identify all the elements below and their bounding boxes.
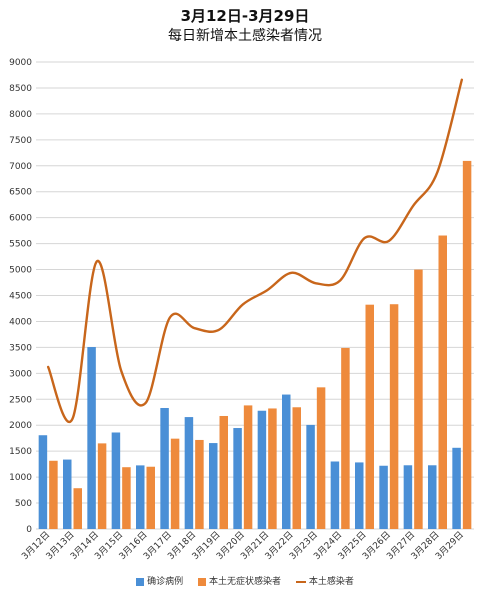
bar-asymptomatic (97, 443, 107, 529)
y-tick-label: 5500 (9, 240, 32, 250)
legend-item-total: 本土感染者 (295, 574, 354, 587)
bar-asymptomatic (243, 405, 253, 529)
legend-item-confirmed: 确诊病例 (136, 574, 183, 587)
y-tick-label: 500 (15, 499, 32, 509)
bar-asymptomatic (316, 387, 326, 529)
legend-swatch-confirmed (136, 577, 145, 586)
y-tick-label: 4000 (9, 317, 32, 327)
y-tick-label: 3000 (9, 369, 32, 379)
legend-swatch-asymptomatic (197, 577, 206, 586)
y-tick-label: 7500 (9, 136, 32, 146)
bar-asymptomatic (462, 160, 472, 530)
legend-swatch-total (295, 580, 306, 583)
bar-confirmed (111, 432, 121, 529)
legend-label-confirmed: 确诊病例 (147, 577, 184, 587)
bar-confirmed (403, 465, 413, 529)
bar-asymptomatic (268, 408, 277, 529)
bar-confirmed (136, 465, 145, 529)
y-tick-label: 4500 (9, 292, 32, 302)
legend-item-asymptomatic: 本土无症状感染者 (197, 574, 281, 587)
legend-label-total: 本土感染者 (308, 577, 354, 587)
legend: 确诊病例 本土无症状感染者 本土感染者 (0, 574, 490, 587)
bar-confirmed (38, 435, 48, 529)
bar-asymptomatic (73, 488, 82, 529)
bar-asymptomatic (170, 438, 180, 529)
bar-confirmed (87, 347, 96, 529)
y-tick-label: 6000 (9, 214, 32, 224)
bar-confirmed (330, 461, 340, 529)
y-tick-label: 9000 (9, 58, 32, 68)
y-tick-label: 6500 (9, 188, 32, 198)
chart-subtitle: 每日新增本土感染者情况 (168, 28, 322, 44)
y-tick-label: 0 (26, 525, 32, 535)
bar-confirmed (355, 462, 364, 529)
y-tick-label: 2500 (9, 395, 32, 405)
bar-confirmed (160, 407, 169, 529)
bar-asymptomatic (219, 415, 228, 529)
bar-asymptomatic (341, 347, 350, 529)
y-tick-label: 8500 (9, 84, 32, 94)
bar-asymptomatic (49, 460, 58, 529)
y-tick-label: 1000 (9, 473, 32, 483)
bar-confirmed (209, 443, 218, 529)
y-tick-label: 5000 (9, 266, 32, 276)
y-tick-label: 1500 (9, 447, 32, 457)
bar-confirmed (63, 459, 72, 529)
bar-asymptomatic (195, 439, 204, 529)
bar-asymptomatic (292, 407, 301, 529)
bar-asymptomatic (122, 467, 131, 529)
bar-confirmed (233, 428, 242, 529)
bar-asymptomatic (438, 235, 447, 529)
bar-asymptomatic (146, 466, 155, 529)
bar-confirmed (282, 394, 291, 529)
series-line-total (46, 78, 464, 424)
y-tick-label: 2000 (9, 421, 32, 431)
bar-asymptomatic (414, 269, 423, 529)
bar-asymptomatic (365, 304, 374, 529)
y-tick-label: 8000 (9, 110, 32, 120)
bar-confirmed (452, 447, 461, 529)
chart-title: 3月12日-3月29日 (180, 7, 310, 25)
bar-confirmed (428, 465, 437, 529)
bar-asymptomatic (389, 304, 399, 529)
bar-confirmed (184, 417, 194, 529)
legend-label-asymptomatic: 本土无症状感染者 (208, 577, 281, 587)
bar-confirmed (306, 424, 315, 529)
bar-confirmed (379, 465, 388, 529)
y-tick-label: 3500 (9, 343, 32, 353)
y-tick-label: 7000 (9, 162, 32, 172)
bar-confirmed (257, 410, 267, 529)
